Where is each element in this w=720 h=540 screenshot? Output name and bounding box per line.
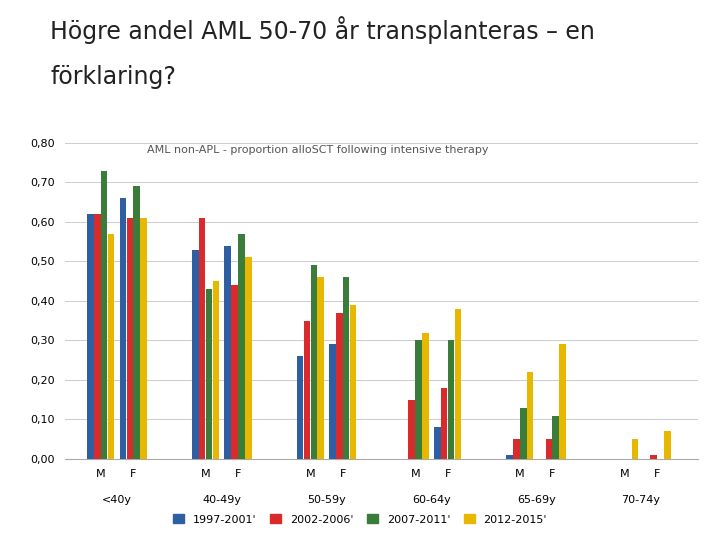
Bar: [297, 356, 303, 459]
Bar: [231, 285, 238, 459]
Bar: [441, 388, 447, 459]
Bar: [546, 439, 552, 459]
Bar: [120, 198, 126, 459]
Text: 50-59y: 50-59y: [307, 495, 346, 505]
Bar: [199, 218, 205, 459]
Bar: [318, 277, 324, 459]
Bar: [631, 439, 638, 459]
Bar: [506, 455, 513, 459]
Bar: [559, 345, 566, 459]
Bar: [422, 333, 428, 459]
Bar: [304, 321, 310, 459]
Bar: [206, 289, 212, 459]
Text: 60-64y: 60-64y: [412, 495, 451, 505]
Bar: [520, 408, 526, 459]
Bar: [454, 309, 461, 459]
Text: 40-49y: 40-49y: [202, 495, 241, 505]
Bar: [415, 340, 422, 459]
Bar: [212, 281, 219, 459]
Bar: [225, 246, 231, 459]
Bar: [87, 214, 94, 459]
Bar: [101, 171, 107, 459]
Bar: [650, 455, 657, 459]
Text: 65-69y: 65-69y: [517, 495, 556, 505]
Text: Högre andel AML 50-70 år transplanteras – en: Högre andel AML 50-70 år transplanteras …: [50, 16, 595, 44]
Text: 70-74y: 70-74y: [621, 495, 660, 505]
Legend: 1997-2001', 2002-2006', 2007-2011', 2012-2015': 1997-2001', 2002-2006', 2007-2011', 2012…: [168, 510, 552, 529]
Bar: [245, 258, 251, 459]
Text: förklaring?: förklaring?: [50, 65, 176, 89]
Bar: [448, 340, 454, 459]
Bar: [343, 277, 349, 459]
Bar: [140, 218, 147, 459]
Bar: [192, 249, 199, 459]
Bar: [329, 345, 336, 459]
Bar: [94, 214, 101, 459]
Bar: [434, 427, 441, 459]
Bar: [310, 265, 317, 459]
Text: <40y: <40y: [102, 495, 132, 505]
Bar: [664, 431, 670, 459]
Bar: [133, 186, 140, 459]
Bar: [513, 439, 520, 459]
Bar: [552, 416, 559, 459]
Bar: [527, 372, 534, 459]
Text: AML non-APL - proportion alloSCT following intensive therapy: AML non-APL - proportion alloSCT followi…: [147, 145, 489, 155]
Bar: [408, 400, 415, 459]
Bar: [350, 305, 356, 459]
Bar: [108, 234, 114, 459]
Bar: [127, 218, 133, 459]
Bar: [238, 234, 245, 459]
Bar: [336, 313, 343, 459]
